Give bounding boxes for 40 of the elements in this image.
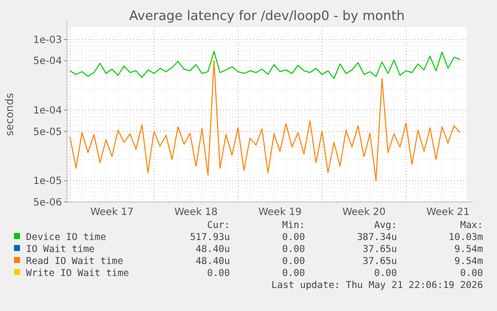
text: 37.65u [362, 244, 397, 255]
x-tick-label: Week 18 [174, 207, 218, 218]
text: 387.34u [356, 232, 397, 243]
y-tick-label: 5e-04 [33, 56, 62, 68]
text: 10.03m [448, 232, 484, 243]
text: 0.00 [282, 232, 306, 243]
text: Last update: Thu May 21 22:06:19 2026 [271, 280, 484, 291]
y-axis-title: seconds [4, 93, 16, 136]
text: 37.65u [362, 256, 397, 267]
text: 48.40u [196, 244, 230, 255]
y-tick-label: 1e-05 [33, 176, 62, 188]
legend-label: Write IO Wait time [26, 268, 130, 279]
text: 0.00 [207, 268, 230, 279]
text: 517.93u [190, 232, 230, 243]
x-tick-label: Week 19 [258, 207, 302, 218]
text: 9.54m [454, 244, 484, 255]
text: Cur: [207, 220, 230, 231]
text: 0.00 [282, 268, 306, 279]
y-tick-label: 5e-05 [33, 126, 62, 138]
line-series [70, 60, 460, 182]
text: Avg: [374, 220, 397, 231]
y-tick-label: 1e-03 [33, 34, 62, 46]
line-series [70, 50, 460, 79]
y-tick-label: 1e-04 [33, 106, 62, 117]
y-tick-label: 5e-06 [33, 198, 62, 208]
text: Max: [460, 220, 483, 231]
text: 0.00 [460, 268, 484, 279]
legend-label: Device IO time [26, 232, 106, 243]
text: 0.00 [282, 256, 306, 267]
legend-label: Read IO Wait time [26, 256, 124, 267]
legend-label: IO Wait time [26, 244, 95, 255]
text: 0.00 [282, 244, 306, 255]
text: 9.54m [454, 256, 484, 267]
text: 48.40u [196, 256, 230, 267]
chart-title: Average latency for /dev/loop0 - by month [129, 9, 405, 24]
x-tick-label: Week 21 [426, 207, 470, 218]
text: 0.00 [374, 268, 398, 279]
x-tick-label: Week 17 [90, 207, 134, 218]
x-tick-label: Week 20 [342, 207, 386, 218]
text: Min: [282, 220, 305, 231]
